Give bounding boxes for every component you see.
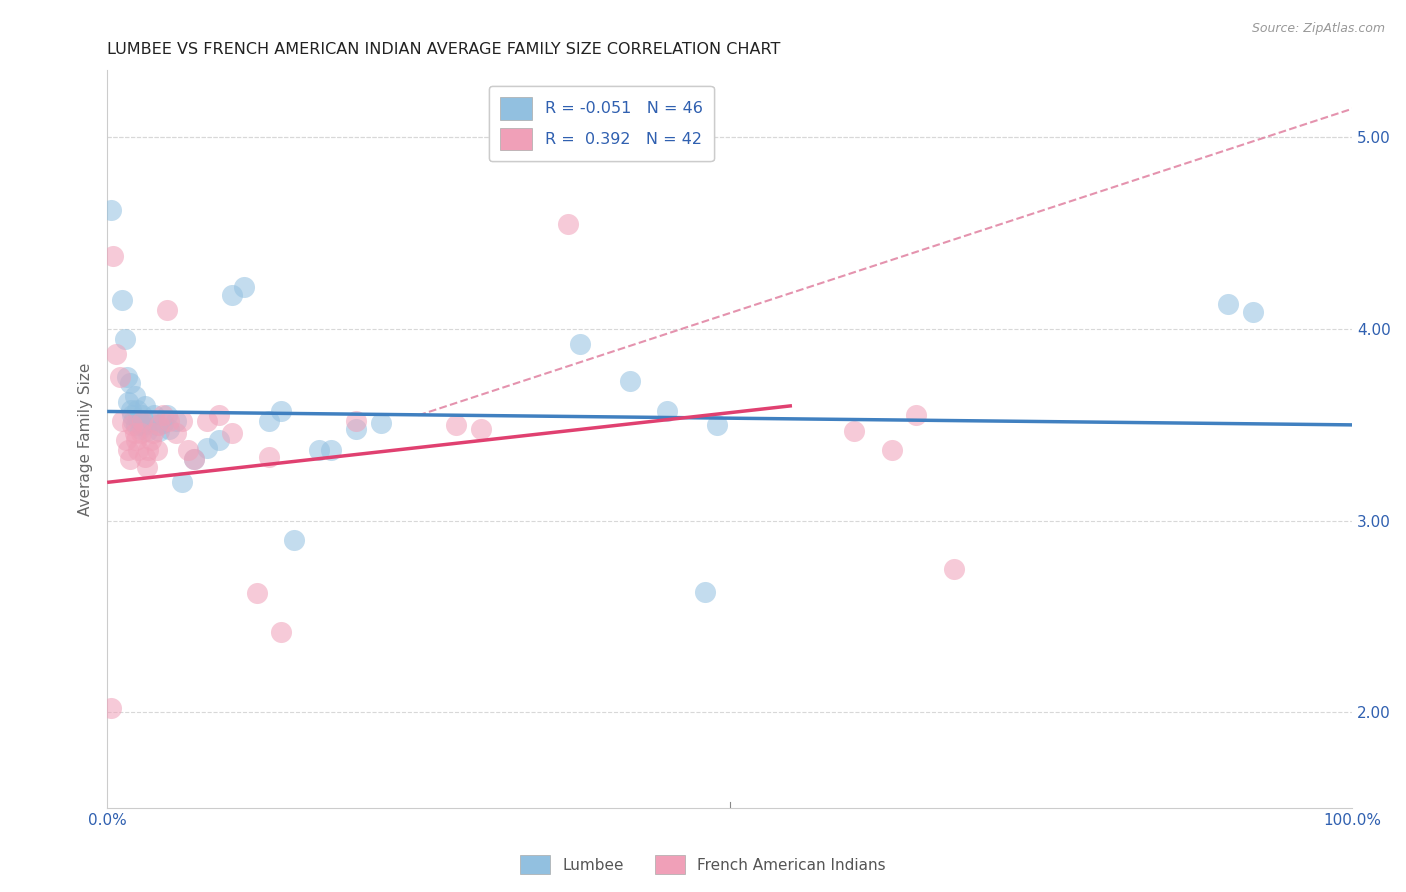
Point (136, 442, 159, 457)
Point (136, 424, 159, 438)
Point (108, 370, 131, 384)
Legend: Lumbee, French American Indians: Lumbee, French American Indians (513, 849, 893, 880)
Point (905, 409, 928, 423)
Point (104, 347, 127, 361)
Point (114, 434, 136, 448)
Legend: R = -0.051   N = 46, R =  0.392   N = 42: R = -0.051 N = 46, R = 0.392 N = 42 (489, 86, 714, 161)
Point (557, 217, 579, 231)
Point (221, 287, 243, 301)
Point (114, 332, 136, 346)
Point (124, 389, 146, 403)
Point (157, 414, 180, 428)
Point (131, 409, 153, 423)
Point (208, 409, 231, 423)
Point (183, 452, 205, 467)
Point (146, 417, 169, 432)
Point (146, 442, 169, 457)
Point (118, 376, 141, 390)
Point (121, 409, 143, 423)
Point (308, 442, 330, 457)
Point (148, 424, 170, 438)
Point (117, 442, 139, 457)
Point (470, 422, 492, 436)
Point (124, 425, 146, 440)
Point (657, 404, 679, 418)
Point (706, 417, 728, 432)
Point (444, 417, 467, 432)
Point (134, 399, 156, 413)
Point (156, 409, 179, 423)
Point (344, 422, 367, 436)
Point (344, 414, 367, 428)
Point (125, 434, 148, 448)
Point (257, 414, 280, 428)
Point (111, 293, 134, 308)
Point (183, 452, 205, 467)
Point (170, 475, 193, 490)
Point (156, 302, 179, 317)
Point (165, 414, 187, 428)
Point (111, 414, 134, 428)
Point (134, 450, 156, 465)
Point (942, 561, 965, 575)
Point (152, 416, 174, 430)
Point (139, 414, 162, 428)
Point (370, 416, 392, 430)
Point (1241, 305, 1264, 319)
Point (270, 624, 292, 639)
Text: Source: ZipAtlas.com: Source: ZipAtlas.com (1251, 22, 1385, 36)
Point (115, 370, 138, 384)
Point (880, 442, 903, 457)
Y-axis label: Average Family Size: Average Family Size (79, 362, 93, 516)
Point (195, 441, 218, 455)
Point (125, 402, 148, 417)
Point (136, 460, 159, 475)
Point (283, 533, 305, 547)
Point (118, 452, 141, 467)
Point (131, 414, 153, 428)
Point (569, 337, 592, 351)
Point (143, 409, 166, 423)
Point (122, 414, 145, 428)
Point (121, 417, 143, 432)
Point (619, 374, 641, 388)
Point (170, 414, 193, 428)
Point (152, 409, 174, 423)
Point (128, 422, 150, 436)
Point (148, 417, 170, 432)
Point (117, 395, 139, 409)
Point (100, 701, 122, 715)
Point (132, 417, 155, 432)
Point (270, 404, 292, 418)
Point (844, 424, 866, 438)
Point (208, 434, 231, 448)
Point (195, 414, 218, 428)
Point (321, 442, 343, 457)
Point (221, 425, 243, 440)
Point (100, 203, 122, 218)
Point (139, 434, 162, 448)
Point (129, 417, 152, 432)
Point (157, 422, 180, 436)
Point (125, 417, 148, 432)
Point (245, 586, 267, 600)
Point (177, 442, 200, 457)
Point (257, 450, 280, 465)
Point (233, 280, 256, 294)
Point (103, 249, 125, 263)
Point (120, 402, 142, 417)
Point (127, 442, 149, 457)
Point (1216, 297, 1239, 311)
Point (693, 584, 716, 599)
Point (127, 412, 149, 426)
Point (165, 425, 187, 440)
Point (129, 425, 152, 440)
Point (142, 425, 165, 440)
Text: LUMBEE VS FRENCH AMERICAN INDIAN AVERAGE FAMILY SIZE CORRELATION CHART: LUMBEE VS FRENCH AMERICAN INDIAN AVERAGE… (107, 42, 780, 57)
